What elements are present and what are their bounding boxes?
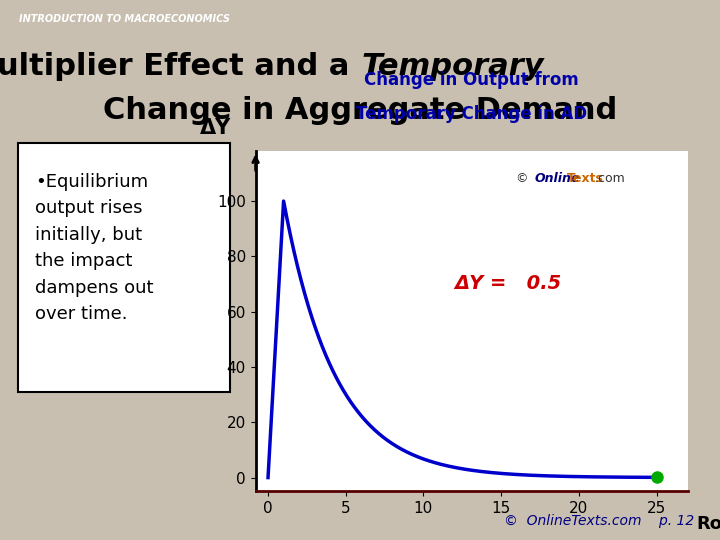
Text: INTRODUCTION TO MACROECONOMICS: INTRODUCTION TO MACROECONOMICS — [19, 14, 230, 24]
Text: Texts: Texts — [567, 172, 603, 185]
Text: Change in Aggregate Demand: Change in Aggregate Demand — [103, 97, 617, 125]
Text: •Equilibrium
output rises
initially, but
the impact
dampens out
over time.: •Equilibrium output rises initially, but… — [35, 173, 153, 323]
Text: Round: Round — [696, 515, 720, 533]
FancyBboxPatch shape — [18, 143, 230, 392]
Text: ΔY: ΔY — [199, 118, 230, 138]
Text: .com: .com — [595, 172, 626, 185]
Text: ©: © — [515, 172, 527, 185]
Text: Temporary: Temporary — [361, 52, 544, 80]
Text: ΔY =   0.5: ΔY = 0.5 — [454, 274, 562, 294]
Text: ©  OnlineTexts.com    p. 12: © OnlineTexts.com p. 12 — [504, 514, 694, 528]
Text: Change in Output from: Change in Output from — [364, 71, 579, 89]
Text: Online: Online — [534, 172, 580, 185]
Text: Temporary Change in AD: Temporary Change in AD — [356, 105, 588, 123]
Text: The Multiplier Effect and a: The Multiplier Effect and a — [0, 52, 360, 80]
